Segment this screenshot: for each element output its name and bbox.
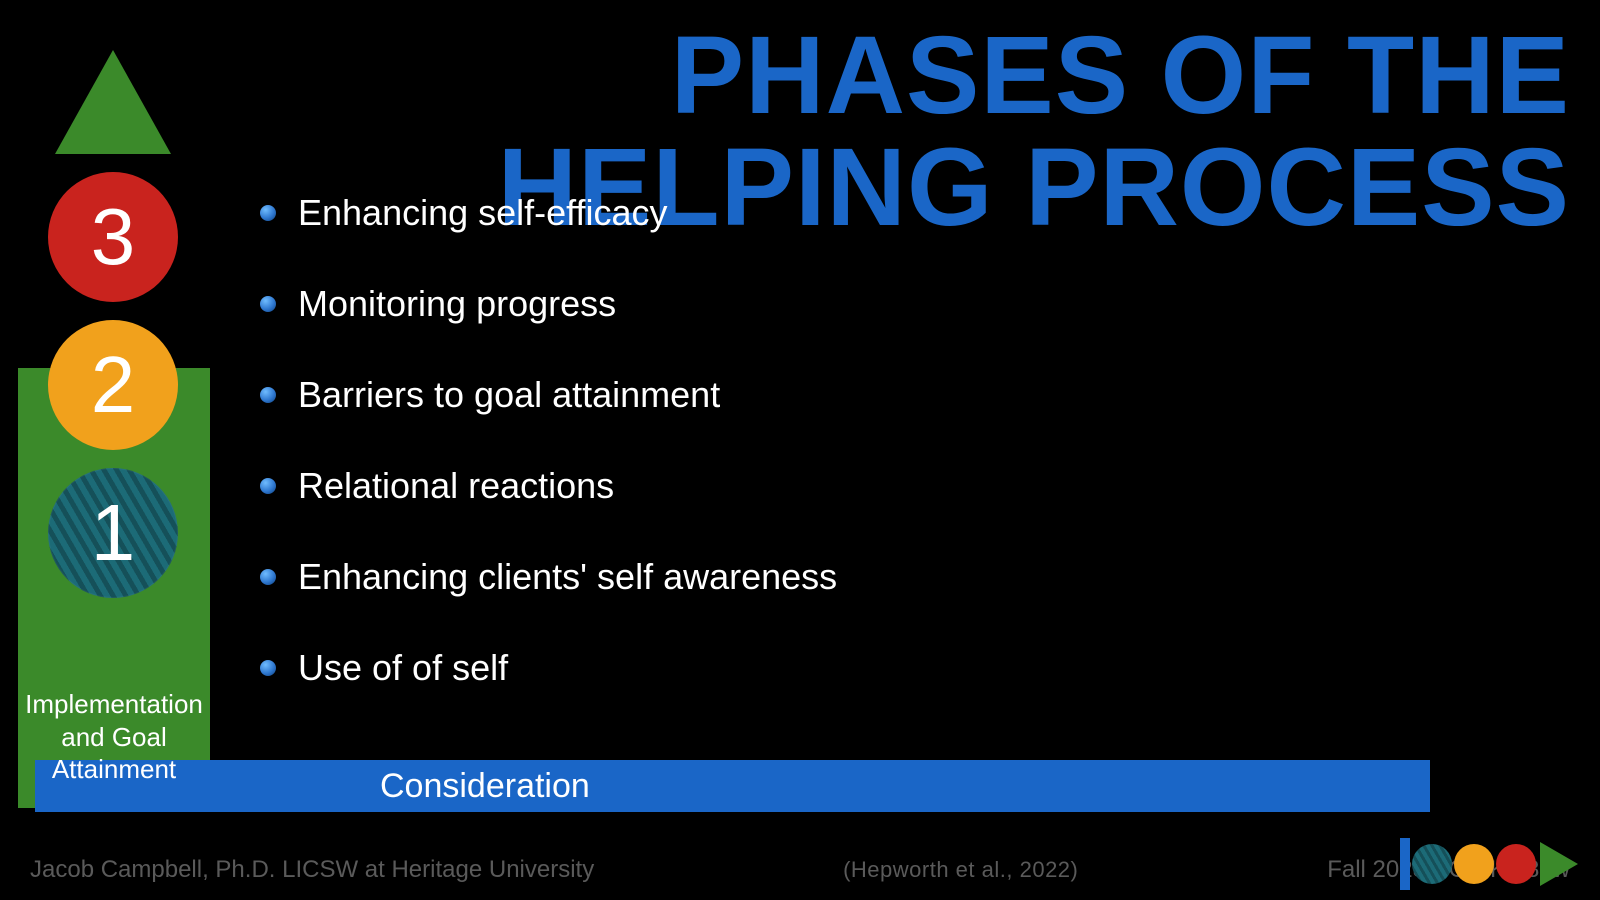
list-item: Barriers to goal attainment	[260, 372, 1060, 417]
list-item: Relational reactions	[260, 463, 1060, 508]
bullet-text: Barriers to goal attainment	[298, 372, 720, 417]
bullet-text: Enhancing self-efficacy	[298, 190, 668, 235]
triangle-up-icon	[55, 50, 171, 154]
list-item: Enhancing self-efficacy	[260, 190, 1060, 235]
logo-bar-icon	[1400, 838, 1410, 890]
bullet-icon	[260, 205, 276, 221]
bullet-icon	[260, 569, 276, 585]
logo-dot-red-icon	[1496, 844, 1536, 884]
logo-triangle-icon	[1540, 842, 1578, 886]
phase-circle-3: 3	[48, 172, 178, 302]
bullet-icon	[260, 387, 276, 403]
bullet-text: Relational reactions	[298, 463, 614, 508]
list-item: Enhancing clients' self awareness	[260, 554, 1060, 599]
footer-author: Jacob Campbell, Ph.D. LICSW at Heritage …	[30, 856, 594, 884]
bullet-text: Use of of self	[298, 645, 508, 690]
bullet-text: Monitoring progress	[298, 281, 616, 326]
phase-label-line3: Attainment	[18, 753, 210, 786]
bullet-icon	[260, 660, 276, 676]
slide-title-line1: PHASES OF THE	[498, 20, 1570, 132]
phase-label-line1: Implementation	[18, 688, 210, 721]
course-logo	[1400, 838, 1578, 890]
logo-dot-teal-icon	[1412, 844, 1452, 884]
phase-circle-1-label: 1	[91, 487, 136, 579]
consideration-label: Consideration	[380, 767, 590, 806]
list-item: Monitoring progress	[260, 281, 1060, 326]
list-item: Use of of self	[260, 645, 1060, 690]
phase-circle-2-label: 2	[91, 339, 136, 431]
slide-footer: Jacob Campbell, Ph.D. LICSW at Heritage …	[30, 856, 1570, 884]
bullet-icon	[260, 296, 276, 312]
phase-circle-1: 1	[48, 468, 178, 598]
bullet-icon	[260, 478, 276, 494]
bullet-text: Enhancing clients' self awareness	[298, 554, 837, 599]
logo-dot-orange-icon	[1454, 844, 1494, 884]
bullet-list: Enhancing self-efficacy Monitoring progr…	[260, 190, 1060, 736]
phase-circle-3-label: 3	[91, 191, 136, 283]
current-phase-label: Implementation and Goal Attainment	[18, 688, 210, 786]
phase-label-line2: and Goal	[18, 721, 210, 754]
phase-circle-2: 2	[48, 320, 178, 450]
consideration-bar: Consideration	[35, 760, 1430, 812]
footer-citation: (Hepworth et al., 2022)	[843, 857, 1078, 883]
phase-stack: 3 2 1	[18, 50, 208, 616]
